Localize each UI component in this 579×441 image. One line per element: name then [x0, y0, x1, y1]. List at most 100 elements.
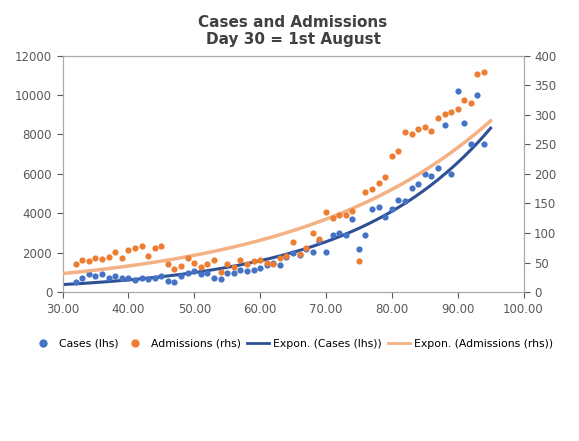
Point: [341, 212, 350, 219]
Point: [321, 248, 331, 255]
Title: Cases and Admissions
Day 30 = 1st August: Cases and Admissions Day 30 = 1st August: [199, 15, 388, 47]
Point: [170, 265, 179, 272]
Point: [85, 258, 94, 265]
Point: [183, 269, 192, 276]
Point: [117, 275, 126, 282]
Point: [380, 214, 390, 221]
Point: [466, 141, 475, 148]
Point: [85, 271, 94, 278]
Point: [111, 273, 120, 280]
Point: [400, 198, 409, 205]
Point: [189, 259, 199, 266]
Point: [130, 244, 140, 251]
Point: [97, 256, 107, 263]
Point: [262, 261, 272, 268]
Point: [189, 267, 199, 274]
Point: [446, 170, 456, 177]
Point: [249, 266, 258, 273]
Point: [427, 172, 436, 179]
Point: [335, 212, 344, 219]
Point: [78, 256, 87, 263]
Point: [380, 173, 390, 180]
Point: [130, 277, 140, 284]
Point: [302, 244, 311, 251]
Point: [308, 229, 317, 236]
Point: [347, 207, 357, 214]
Point: [111, 248, 120, 255]
Point: [236, 266, 245, 273]
Point: [124, 246, 133, 253]
Point: [433, 114, 442, 121]
Point: [78, 275, 87, 282]
Point: [315, 237, 324, 244]
Point: [479, 68, 489, 75]
Point: [288, 249, 298, 256]
Point: [341, 232, 350, 239]
Point: [91, 273, 100, 280]
Point: [302, 245, 311, 252]
Point: [446, 108, 456, 115]
Point: [335, 229, 344, 236]
Point: [400, 129, 409, 136]
Point: [387, 206, 397, 213]
Point: [157, 243, 166, 250]
Point: [203, 269, 212, 276]
Point: [177, 273, 186, 280]
Point: [368, 185, 377, 192]
Point: [466, 99, 475, 106]
Point: [117, 254, 126, 262]
Point: [407, 184, 416, 191]
Point: [374, 179, 383, 186]
Point: [394, 196, 403, 203]
Point: [433, 164, 442, 172]
Point: [368, 206, 377, 213]
Point: [347, 216, 357, 223]
Point: [413, 126, 423, 133]
Point: [177, 262, 186, 269]
Point: [255, 264, 265, 271]
Point: [137, 243, 146, 250]
Point: [124, 275, 133, 282]
Point: [242, 260, 251, 267]
Point: [91, 254, 100, 262]
Point: [440, 110, 449, 117]
Point: [269, 260, 278, 267]
Point: [203, 260, 212, 267]
Point: [295, 251, 304, 258]
Point: [196, 271, 206, 278]
Point: [144, 276, 153, 283]
Point: [288, 239, 298, 246]
Point: [420, 170, 430, 177]
Point: [157, 273, 166, 280]
Point: [275, 261, 284, 268]
Point: [315, 235, 324, 243]
Point: [473, 71, 482, 78]
Point: [71, 260, 80, 267]
Point: [460, 97, 469, 104]
Point: [473, 91, 482, 98]
Legend: Cases (lhs), Admissions (rhs), Expon. (Cases (lhs)), Expon. (Admissions (rhs)): Cases (lhs), Admissions (rhs), Expon. (C…: [28, 334, 558, 353]
Point: [104, 275, 113, 282]
Point: [453, 87, 462, 94]
Point: [229, 264, 239, 271]
Point: [210, 275, 219, 282]
Point: [242, 267, 251, 274]
Point: [150, 275, 159, 282]
Point: [275, 254, 284, 262]
Point: [374, 204, 383, 211]
Point: [453, 105, 462, 112]
Point: [71, 279, 80, 286]
Point: [262, 259, 272, 266]
Point: [150, 244, 159, 251]
Point: [308, 248, 317, 255]
Point: [170, 279, 179, 286]
Point: [163, 260, 173, 267]
Point: [413, 180, 423, 187]
Point: [361, 232, 370, 239]
Point: [440, 121, 449, 128]
Point: [282, 252, 291, 259]
Point: [216, 268, 225, 275]
Point: [387, 153, 397, 160]
Point: [354, 245, 364, 252]
Point: [282, 253, 291, 260]
